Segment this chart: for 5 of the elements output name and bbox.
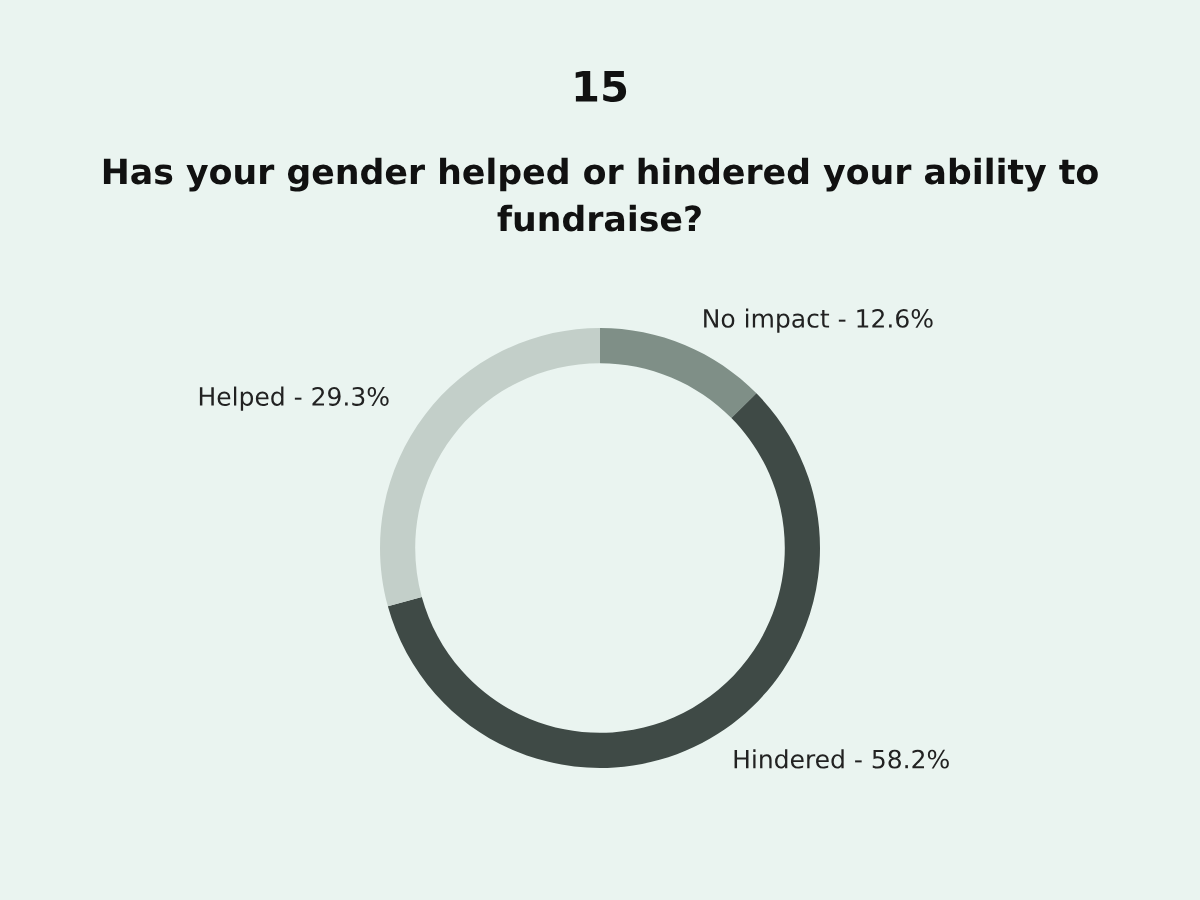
slice-label: Hindered - 58.2%	[734, 749, 949, 769]
slice-label: Helped - 29.3%	[199, 386, 389, 411]
chart-subtitle: Has your gender helped or hindered your ability to fundraise?	[103, 157, 1098, 232]
chart-title: 15	[575, 71, 627, 103]
slice-label: No impact - 12.6%	[704, 308, 933, 333]
